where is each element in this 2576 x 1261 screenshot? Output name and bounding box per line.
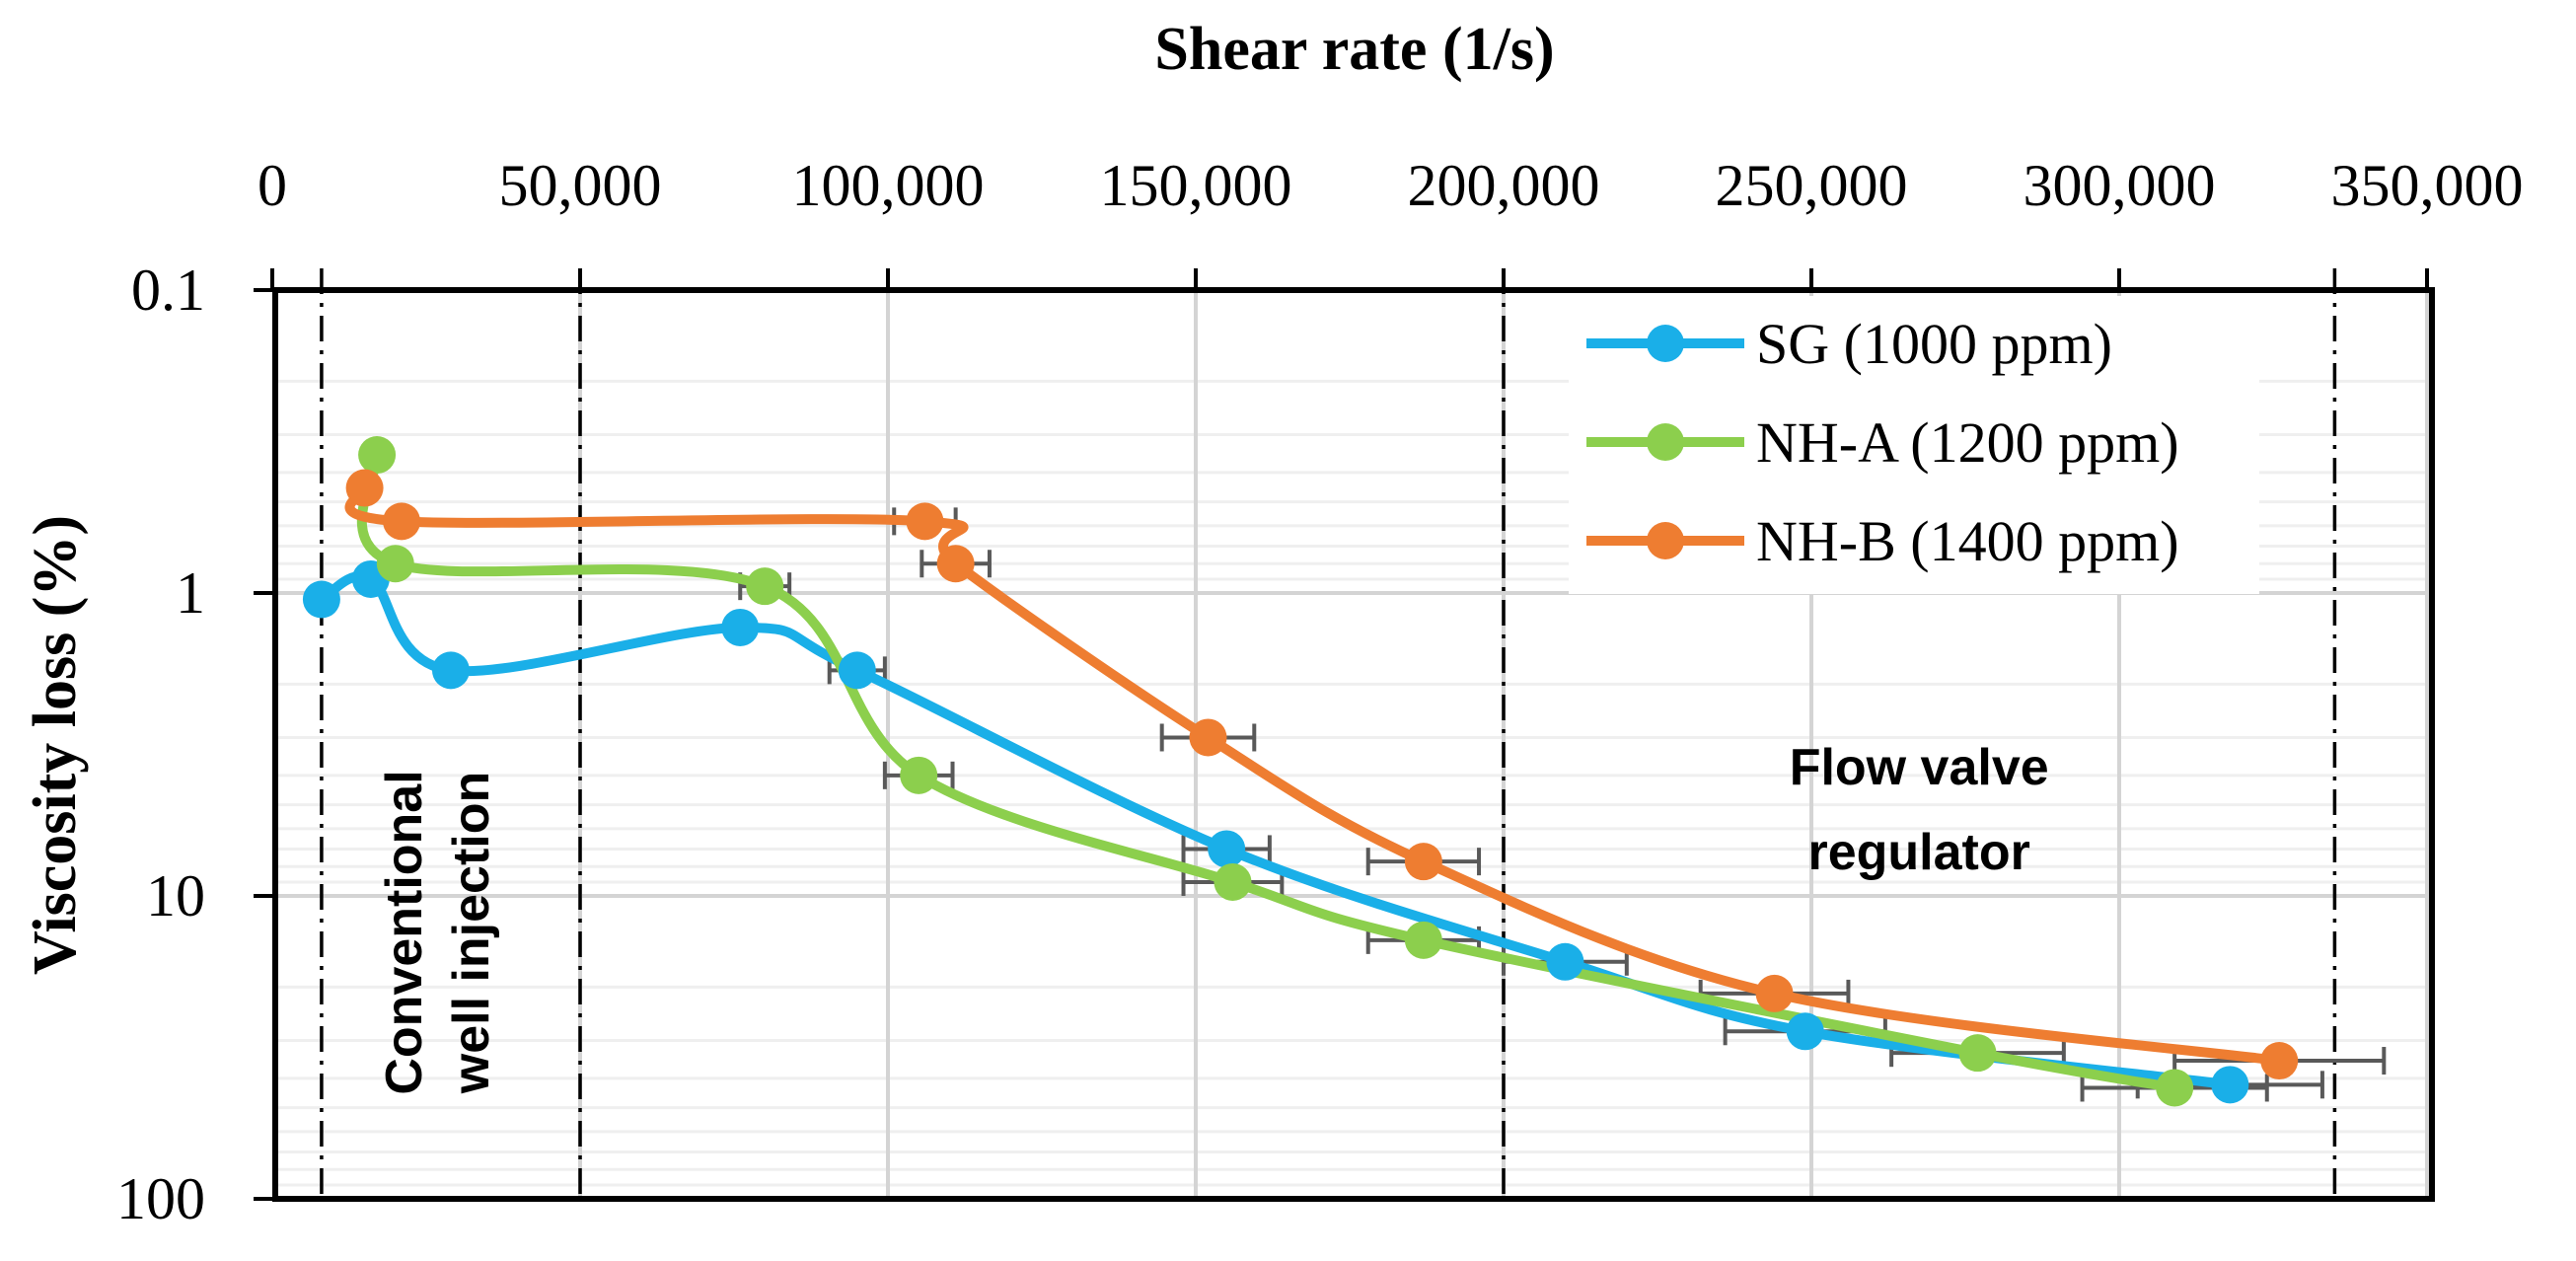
data-point-sg <box>838 651 876 690</box>
data-point-nh-a <box>2156 1069 2194 1107</box>
data-point-sg <box>431 651 470 690</box>
axes: 0 50,000 100,000 150,000 200,000 250,000 300,0… <box>116 153 2524 1231</box>
y-tick-label: 0.1 <box>131 258 205 323</box>
data-point-sg <box>1208 830 1246 868</box>
x-tick-label: 100,000 <box>792 153 985 218</box>
legend: SG (1000 ppm) NH-A (1200 ppm) NH-B (1400 p… <box>1569 296 2259 594</box>
data-point-sg <box>2211 1066 2249 1104</box>
data-point-nh-a <box>358 436 397 475</box>
data-point-nh-b <box>2260 1042 2299 1080</box>
annotation-conventional-well-injection: well injection <box>443 772 500 1095</box>
legend-label-nh-a: NH-A (1200 ppm) <box>1756 410 2179 475</box>
x-tick-label: 50,000 <box>499 153 662 218</box>
annotations: Conventional well injection Flow valve regu… <box>376 739 2049 1095</box>
x-tick-label: 200,000 <box>1408 153 1600 218</box>
x-tick-label: 300,000 <box>2024 153 2216 218</box>
data-point-nh-b <box>936 545 975 583</box>
data-point-sg <box>721 608 760 646</box>
series-line-nh-a <box>356 450 2180 1093</box>
legend-label-nh-b: NH-B (1400 ppm) <box>1756 509 2179 573</box>
annotation-conventional-well-injection: Conventional <box>376 770 433 1094</box>
annotation-flow-valve-regulator: Flow valve <box>1790 739 2049 796</box>
legend-marker-nh-b <box>1647 522 1684 559</box>
data-point-sg <box>302 580 340 619</box>
data-point-nh-b <box>383 502 421 541</box>
legend-marker-sg <box>1647 325 1684 362</box>
data-point-nh-b <box>1189 718 1227 757</box>
data-point-nh-a <box>1958 1034 1997 1073</box>
legend-label-sg: SG (1000 ppm) <box>1756 312 2112 376</box>
data-point-nh-b <box>345 469 384 507</box>
x-axis-title: Shear rate (1/s) <box>1154 16 1554 83</box>
data-point-nh-a <box>376 545 414 583</box>
legend-marker-nh-a <box>1647 423 1684 461</box>
x-tick-label: 350,000 <box>2331 153 2524 218</box>
y-tick-label: 10 <box>146 863 205 928</box>
data-point-nh-a <box>746 567 784 606</box>
x-tick-label: 150,000 <box>1100 153 1292 218</box>
y-tick-label: 100 <box>116 1166 205 1231</box>
y-axis-title: Viscosity loss (%) <box>22 515 89 975</box>
data-point-nh-b <box>1404 843 1442 881</box>
plot-frame <box>272 287 2435 1202</box>
data-point-sg <box>1786 1012 1824 1051</box>
y-tick-label: 1 <box>176 560 205 626</box>
reference-lines <box>320 268 2337 1199</box>
x-tick-label: 0 <box>258 153 287 218</box>
data-point-nh-a <box>1214 862 1252 901</box>
x-tick-label: 250,000 <box>1716 153 1908 218</box>
data-point-nh-a <box>900 756 938 794</box>
annotation-flow-valve-regulator: regulator <box>1808 824 2030 881</box>
series <box>302 436 2299 1107</box>
data-point-nh-b <box>906 502 944 541</box>
data-point-nh-b <box>1755 974 1794 1012</box>
data-point-sg <box>1546 942 1584 981</box>
data-point-nh-a <box>1404 921 1442 959</box>
